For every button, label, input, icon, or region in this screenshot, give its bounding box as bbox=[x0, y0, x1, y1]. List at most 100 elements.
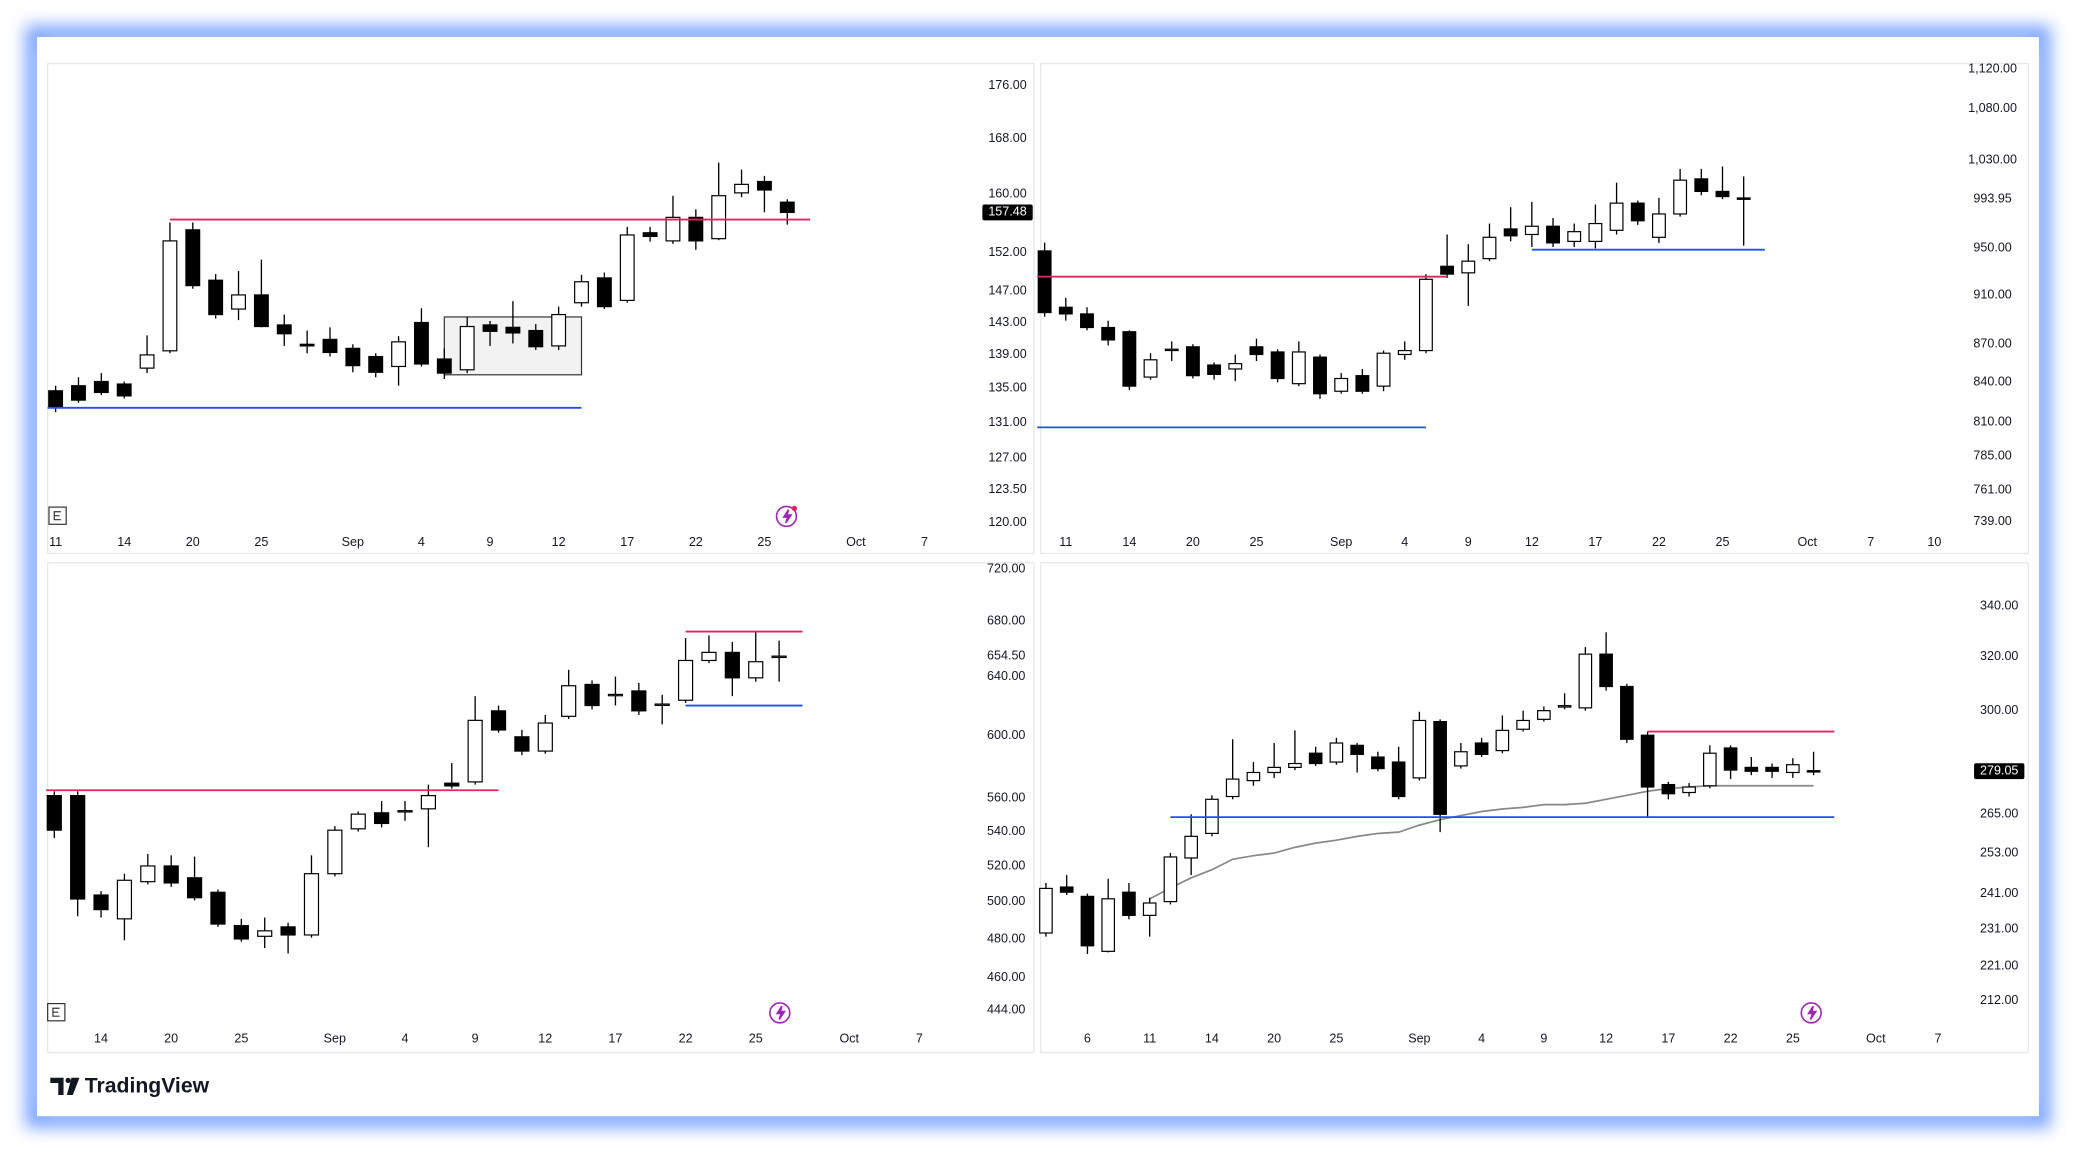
candle-body bbox=[1765, 766, 1779, 772]
candle-body bbox=[186, 877, 203, 899]
candle-body bbox=[654, 703, 670, 706]
y-tick-label: 123.50 bbox=[988, 482, 1026, 496]
x-tick-label: 12 bbox=[1599, 1032, 1613, 1046]
candle-body bbox=[1313, 356, 1327, 395]
x-tick-label: 17 bbox=[1661, 1032, 1675, 1046]
candle-body bbox=[374, 812, 390, 825]
e-icon bbox=[47, 1002, 66, 1022]
candle-body bbox=[1418, 278, 1433, 352]
candle-body bbox=[1412, 719, 1427, 779]
x-tick-label: 7 bbox=[916, 1032, 923, 1046]
x-tick-label: 11 bbox=[1059, 535, 1072, 549]
x-tick-label: 25 bbox=[1329, 1032, 1343, 1046]
candle-body bbox=[1433, 720, 1447, 815]
candle-body bbox=[413, 321, 429, 365]
candle-body bbox=[1503, 228, 1518, 237]
candle-body bbox=[280, 926, 296, 936]
candle-body bbox=[1101, 326, 1116, 341]
candle-body bbox=[327, 829, 343, 875]
y-tick-label: 761.00 bbox=[1973, 482, 2011, 496]
candle-body bbox=[1371, 756, 1385, 770]
candle-body bbox=[1249, 346, 1264, 356]
x-tick-label: 9 bbox=[1540, 1032, 1547, 1046]
y-tick-label: 460.00 bbox=[987, 970, 1025, 984]
candle-body bbox=[1516, 719, 1530, 730]
candle-body bbox=[734, 183, 750, 194]
candle-body bbox=[1630, 202, 1645, 222]
x-tick-label: 4 bbox=[1401, 535, 1408, 549]
y-tick-label: 212.00 bbox=[1980, 993, 2018, 1007]
y-tick-label: 870.00 bbox=[1973, 336, 2011, 350]
x-tick-label: 7 bbox=[1867, 535, 1874, 549]
candle-body bbox=[665, 216, 681, 242]
x-tick-label: Sep bbox=[324, 1032, 346, 1046]
candle-body bbox=[116, 879, 133, 920]
candle-body bbox=[1524, 225, 1539, 236]
y-tick-label: 785.00 bbox=[1973, 448, 2011, 462]
x-tick-label: 22 bbox=[689, 535, 703, 549]
candle-body bbox=[1376, 352, 1391, 387]
y-tick-label: 241.00 bbox=[1980, 886, 2018, 900]
candle-body bbox=[505, 326, 521, 334]
candle-body bbox=[1184, 835, 1198, 859]
candle-body bbox=[93, 380, 109, 394]
candle-body bbox=[163, 865, 179, 884]
y-tick-label: 520.00 bbox=[987, 858, 1025, 872]
x-tick-label: Oct bbox=[839, 1032, 859, 1046]
candle-body bbox=[561, 685, 577, 717]
y-tick-label: 221.00 bbox=[1980, 958, 2018, 972]
y-tick-label: 739.00 bbox=[1973, 514, 2011, 528]
y-tick-label: 480.00 bbox=[987, 931, 1025, 945]
candle-body bbox=[1736, 197, 1751, 200]
brand-logo bbox=[50, 1077, 80, 1095]
lightning-icon bbox=[769, 1002, 791, 1024]
candle-body bbox=[1546, 225, 1560, 244]
candle-body bbox=[1578, 653, 1593, 709]
candle-body bbox=[1142, 902, 1157, 916]
candle-body bbox=[231, 294, 246, 310]
candle-body bbox=[1461, 260, 1476, 274]
candle-body bbox=[642, 232, 658, 238]
y-tick-label: 300.00 bbox=[1980, 703, 2018, 717]
y-tick-label: 444.00 bbox=[987, 1002, 1025, 1016]
candle-body bbox=[1308, 752, 1323, 765]
candle-body bbox=[139, 354, 155, 369]
candle-body bbox=[584, 683, 600, 707]
candle-body bbox=[1673, 179, 1688, 215]
candle-body bbox=[1703, 752, 1717, 787]
candle-body bbox=[1350, 744, 1364, 755]
candle-body bbox=[397, 810, 413, 813]
candle-body bbox=[1267, 766, 1281, 774]
x-tick-label: Sep bbox=[1330, 535, 1352, 549]
candle-body bbox=[208, 279, 224, 316]
x-tick-label: Oct bbox=[846, 535, 866, 549]
x-tick-label: 14 bbox=[94, 1032, 108, 1046]
moving-average bbox=[1149, 784, 1814, 900]
y-tick-label: 1,030.00 bbox=[1968, 153, 2017, 167]
y-tick-label: 950.00 bbox=[1973, 241, 2011, 255]
candle-body bbox=[185, 229, 201, 287]
y-tick-label: 640.00 bbox=[987, 669, 1025, 683]
y-tick-label: 160.00 bbox=[988, 187, 1026, 201]
last-price-badge bbox=[1974, 763, 2025, 780]
panel-border bbox=[47, 62, 1035, 555]
candle-body bbox=[1228, 363, 1243, 370]
candle-body bbox=[1495, 729, 1510, 752]
candle-body bbox=[677, 659, 694, 701]
candle-body bbox=[607, 693, 624, 697]
x-tick-label: 20 bbox=[1186, 535, 1200, 549]
y-tick-label: 147.00 bbox=[988, 283, 1026, 297]
x-tick-label: 17 bbox=[608, 1032, 622, 1046]
x-tick-label: 14 bbox=[1122, 535, 1136, 549]
y-tick-label: 540.00 bbox=[987, 824, 1025, 838]
candle-body bbox=[368, 355, 384, 373]
y-tick-label: 265.00 bbox=[1980, 807, 2018, 821]
candle-body bbox=[303, 873, 320, 936]
candle-body bbox=[1620, 685, 1634, 740]
y-tick-label: 810.00 bbox=[1973, 414, 2011, 428]
candle-body bbox=[436, 358, 452, 374]
y-tick-label: 168.00 bbox=[988, 131, 1026, 145]
candle-body bbox=[748, 661, 764, 679]
x-tick-label: 20 bbox=[164, 1032, 178, 1046]
candle-body bbox=[322, 338, 338, 354]
